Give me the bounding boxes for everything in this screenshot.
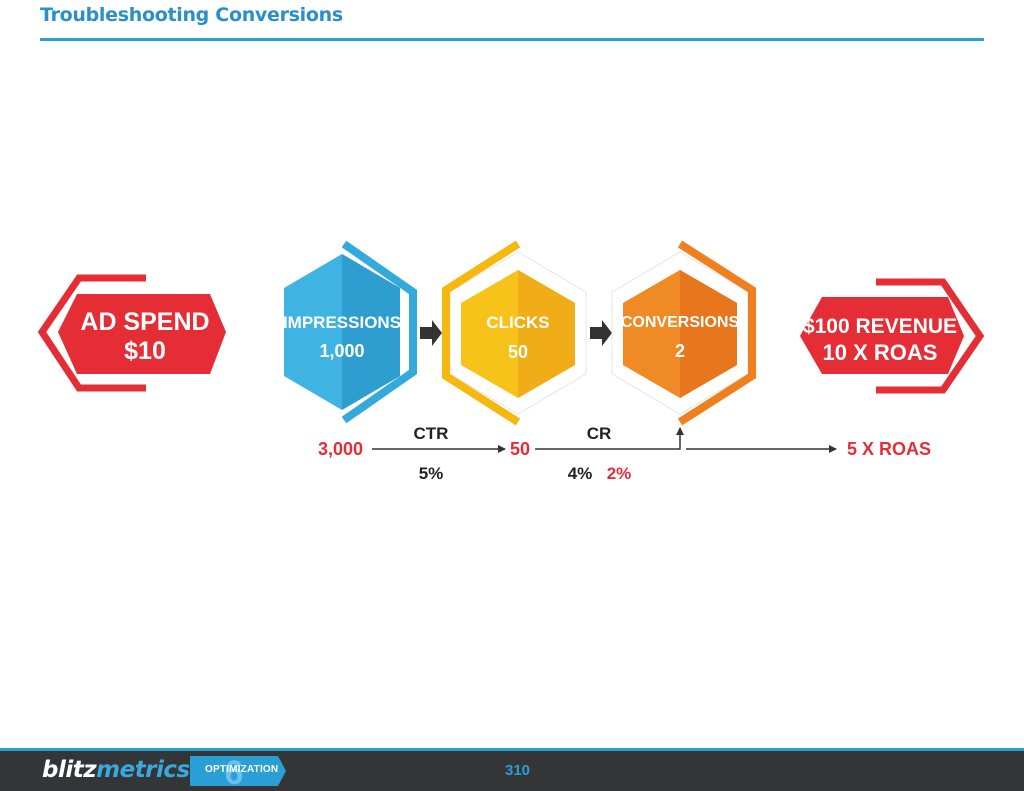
- scenario-row: 3,000 CTR 5% 50 CR 4% 2% 5 X ROAS: [318, 424, 931, 483]
- brand-part1: blitz: [42, 757, 97, 783]
- scenario-result: 5 X ROAS: [847, 439, 931, 459]
- scenario-impressions: 3,000: [318, 439, 363, 459]
- cr-value-alt: 2%: [607, 464, 632, 483]
- conversions-bracket: [677, 240, 756, 426]
- arrow-impressions-to-clicks: [420, 320, 442, 346]
- ad-spend-label: AD SPEND: [80, 308, 209, 336]
- impressions-label: IMPRESSIONS: [283, 313, 401, 332]
- scenario-arrow-cr: [535, 427, 684, 450]
- clicks-value: 50: [508, 342, 528, 362]
- badge-shape: [190, 756, 286, 786]
- revenue-body: [800, 297, 964, 374]
- brand-part2: metrics: [96, 757, 190, 783]
- conversions-hex-shade: [680, 270, 737, 398]
- clicks-bracket: [442, 240, 521, 426]
- ad-spend-body: [58, 294, 226, 374]
- revenue-label: $100 REVENUE: [803, 315, 957, 338]
- revenue-shape: $100 REVENUE 10 X ROAS: [800, 278, 985, 394]
- impressions-hex-shade: [342, 254, 400, 410]
- impressions-value: 1,000: [319, 341, 364, 361]
- page-title: Troubleshooting Conversions: [40, 4, 343, 26]
- revenue-outline: [876, 278, 985, 394]
- ad-spend-value: $10: [124, 337, 166, 365]
- cr-label: CR: [587, 424, 612, 443]
- optimization-badge: 6: [190, 754, 286, 788]
- ad-spend-outline: [37, 274, 146, 392]
- clicks-hex-shade: [518, 270, 575, 398]
- cr-value: 4%: [568, 464, 593, 483]
- conversions-label: CONVERSIONS: [621, 314, 740, 331]
- conversions-value: 2: [675, 341, 685, 361]
- clicks-label: CLICKS: [486, 313, 549, 332]
- page-number: 310: [505, 762, 531, 779]
- ad-spend-shape: AD SPEND $10: [37, 274, 226, 392]
- revenue-roas: 10 X ROAS: [823, 340, 938, 365]
- title-divider: [40, 38, 984, 41]
- scenario-clicks: 50: [510, 439, 530, 459]
- ctr-value: 5%: [419, 464, 444, 483]
- impressions-bracket: [341, 240, 417, 424]
- clicks-hexagon: CLICKS 50: [442, 240, 587, 426]
- arrow-clicks-to-conversions: [590, 320, 612, 346]
- brand-logo: blitzmetrics: [42, 757, 190, 783]
- badge-number: 6: [225, 754, 244, 788]
- ctr-label: CTR: [414, 424, 449, 443]
- badge-label: OPTIMIZATION: [205, 764, 279, 775]
- footer-bar: blitzmetrics 6 OPTIMIZATION 310: [0, 748, 1024, 791]
- impressions-hexagon: IMPRESSIONS 1,000: [283, 240, 417, 424]
- conversions-hexagon: CONVERSIONS 2: [611, 240, 756, 426]
